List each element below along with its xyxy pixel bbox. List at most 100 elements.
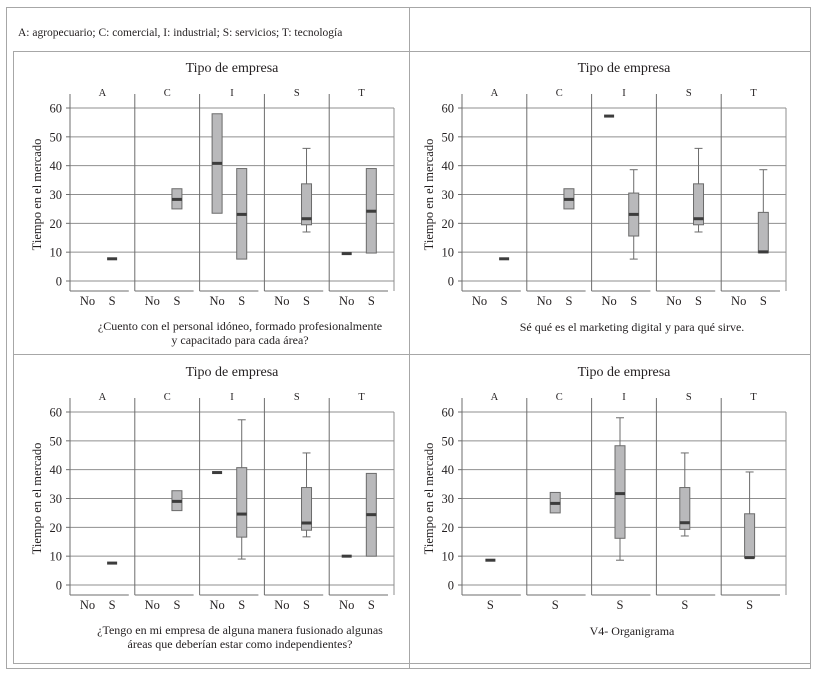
boxplot-T-S	[757, 169, 769, 254]
boxplot-T-S	[365, 472, 377, 557]
chart-caption: y capacitado para cada área?	[171, 333, 308, 347]
x-category-label: S	[746, 598, 753, 612]
facet-label: A	[99, 392, 107, 403]
chart-panel-3: Tipo de empresa 0 10 20 30 40 50 60 Tiempo en el…	[30, 365, 395, 651]
boxplot-A-S	[485, 558, 496, 562]
median-line	[604, 114, 615, 118]
median-line	[366, 513, 377, 517]
boxplot-C-S	[563, 188, 575, 210]
facet-label: C	[164, 88, 171, 99]
facet-label: C	[164, 392, 171, 403]
chart-caption: ¿Cuento con el personal idóneo, formado …	[98, 319, 382, 333]
box-iqr	[679, 487, 691, 530]
y-tick-label: 20	[50, 217, 63, 231]
chart-title: Tipo de empresa	[578, 365, 672, 380]
chart-title: Tipo de empresa	[186, 61, 280, 76]
median-line	[301, 521, 312, 525]
x-category-label: S	[238, 598, 245, 612]
median-line	[341, 252, 352, 256]
median-line	[236, 212, 247, 216]
boxplot-I-S	[628, 169, 640, 260]
y-tick-label: 0	[448, 275, 454, 289]
box-iqr	[301, 487, 313, 531]
facet-label: S	[686, 88, 692, 99]
y-tick-label: 40	[442, 463, 455, 477]
chart-caption: ¿Tengo en mi empresa de alguna manera fu…	[97, 623, 383, 637]
y-tick-label: 60	[50, 102, 63, 116]
box-iqr	[236, 467, 248, 538]
facet-label: I	[622, 392, 626, 403]
median-line	[301, 217, 312, 221]
median-line	[628, 212, 639, 216]
x-category-label: S	[173, 294, 180, 308]
x-category-label: No	[274, 294, 289, 308]
facet-label: A	[99, 88, 107, 99]
boxplot-T-No	[341, 252, 352, 256]
x-category-label: S	[109, 294, 116, 308]
y-tick-label: 30	[442, 492, 455, 506]
boxplot-C-S	[171, 490, 183, 512]
x-category-label: No	[339, 294, 354, 308]
x-category-label: S	[487, 598, 494, 612]
y-axis-label: Tiempo en el mercado	[30, 443, 44, 555]
chart-panel-4: Tipo de empresa 0 10 20 30 40 50 60 Tiempo en el…	[422, 365, 787, 638]
x-category-label: No	[80, 294, 95, 308]
median-line	[615, 492, 625, 496]
chart-title: Tipo de empresa	[186, 365, 280, 380]
facet-label: I	[622, 88, 626, 99]
x-category-label: S	[173, 598, 180, 612]
median-line	[212, 471, 223, 475]
median-line	[212, 161, 223, 165]
boxplot-S-S	[679, 452, 691, 537]
boxplot-T-S	[744, 471, 756, 560]
boxplot-I-S	[614, 417, 626, 561]
boxplot-I-S	[236, 419, 248, 560]
y-tick-label: 20	[50, 521, 63, 535]
facet-label: T	[750, 392, 757, 403]
panel-grid	[13, 51, 811, 664]
boxplot-I-No	[604, 114, 615, 118]
x-category-label: S	[681, 598, 688, 612]
median-line	[550, 501, 561, 505]
boxplot-T-S	[365, 168, 377, 254]
x-category-label: No	[209, 294, 224, 308]
chart-title: Tipo de empresa	[578, 61, 672, 76]
y-tick-label: 30	[50, 188, 63, 202]
x-category-label: No	[145, 294, 160, 308]
box-iqr	[693, 183, 705, 226]
horizontal-divider	[13, 354, 811, 355]
median-line	[563, 197, 574, 201]
x-category-label: S	[617, 598, 624, 612]
boxplot-A-S	[499, 257, 510, 261]
box-iqr	[614, 445, 626, 539]
chart-caption: V4- Organigrama	[590, 624, 675, 638]
x-category-label: No	[145, 598, 160, 612]
facet-label: T	[358, 88, 365, 99]
boxplot-I-No	[212, 471, 223, 475]
boxplot-S-S	[301, 452, 313, 538]
y-tick-label: 30	[442, 188, 455, 202]
y-tick-label: 60	[442, 406, 455, 420]
median-line	[693, 217, 704, 221]
x-category-label: S	[238, 294, 245, 308]
facet-label: S	[294, 392, 300, 403]
x-category-label: S	[565, 294, 572, 308]
x-category-label: No	[209, 598, 224, 612]
y-tick-label: 40	[442, 159, 455, 173]
x-category-label: S	[303, 294, 310, 308]
facet-label: I	[230, 392, 234, 403]
x-category-label: No	[80, 598, 95, 612]
y-tick-label: 40	[50, 159, 63, 173]
chart-caption: Sé qué es el marketing digital y para qu…	[520, 320, 745, 334]
x-category-label: S	[501, 294, 508, 308]
chart-caption: áreas que deberían estar como independie…	[128, 637, 353, 651]
x-category-label: S	[303, 598, 310, 612]
y-tick-label: 20	[442, 217, 455, 231]
y-tick-label: 20	[442, 521, 455, 535]
facet-label: C	[556, 392, 563, 403]
boxplot-C-S	[171, 188, 183, 210]
x-category-label: S	[630, 294, 637, 308]
y-tick-label: 10	[50, 246, 63, 260]
x-category-label: S	[109, 598, 116, 612]
